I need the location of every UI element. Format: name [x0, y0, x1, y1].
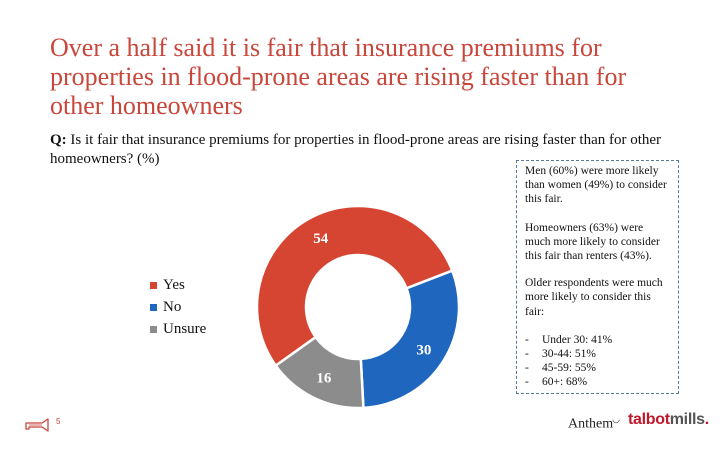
donut-chart: 54 30 16 — [255, 206, 461, 408]
data-label-no: 30 — [416, 343, 431, 359]
note-tenure: Homeowners (63%) were much more likely t… — [525, 221, 660, 263]
age-item: - Under 30: 41% — [525, 333, 671, 347]
talbotmills-logo-dot: . — [704, 411, 709, 428]
legend-label-yes: Yes — [163, 276, 185, 293]
age-item: -60+: 68% — [525, 375, 671, 389]
list-dash: - — [525, 376, 529, 389]
legend-swatch-yes — [150, 281, 157, 289]
age-item-text: 60+: 68% — [542, 376, 588, 389]
list-dash: - — [525, 348, 529, 361]
anthem-logo-text: Anthem — [568, 416, 614, 432]
anthem-mark-icon: ◡ — [612, 414, 620, 424]
legend-swatch-no — [150, 303, 157, 311]
data-label-yes: 54 — [313, 231, 329, 247]
notes-box: Men (60%) were more likely than women (4… — [516, 160, 679, 394]
slide-title: Over a half said it is fair that insuran… — [50, 33, 627, 120]
note-gender: Men (60%) were more likely than women (4… — [525, 165, 667, 206]
donut-slice-unsure — [274, 335, 365, 408]
age-item: -30-44: 51% — [525, 347, 671, 361]
talbotmills-logo-part-talbot: talbot — [628, 411, 670, 428]
note-age-intro: Older respondents were much more likely … — [525, 277, 663, 318]
bugle-logo-icon — [25, 418, 49, 432]
legend-label-unsure: Unsure — [163, 320, 207, 337]
legend-swatch-unsure — [150, 325, 157, 333]
legend-item-yes: Yes — [150, 274, 206, 296]
donut-slice-yes — [255, 206, 454, 368]
anthem-logo: Anthem◡ — [568, 414, 620, 433]
page-number: 5 — [56, 417, 61, 426]
list-dash: - — [525, 333, 529, 346]
age-item-text: 30-44: 51% — [542, 348, 596, 361]
question-text: Q: Is it fair that insurance premiums fo… — [50, 131, 670, 169]
talbotmills-logo: talbotmills. — [628, 411, 709, 429]
age-item-text: 45-59: 55% — [542, 362, 596, 375]
age-item: -45-59: 55% — [525, 361, 671, 375]
legend-item-unsure: Unsure — [150, 318, 206, 340]
list-dash: - — [525, 362, 529, 375]
age-item-text: Under 30: 41% — [542, 333, 613, 346]
legend-item-no: No — [150, 296, 206, 318]
talbotmills-logo-part-mills: mills — [669, 411, 705, 428]
donut-svg: 54 30 16 — [255, 206, 461, 408]
age-list: - Under 30: 41% -30-44: 51% -45-59: 55% -… — [525, 333, 671, 390]
chart-legend: Yes No Unsure — [150, 274, 206, 340]
donut-slice-no — [359, 269, 461, 408]
question-prefix: Q: — [50, 132, 67, 148]
question-body: Is it fair that insurance premiums for p… — [50, 132, 662, 167]
legend-label-no: No — [163, 298, 182, 315]
data-label-unsure: 16 — [316, 371, 332, 387]
